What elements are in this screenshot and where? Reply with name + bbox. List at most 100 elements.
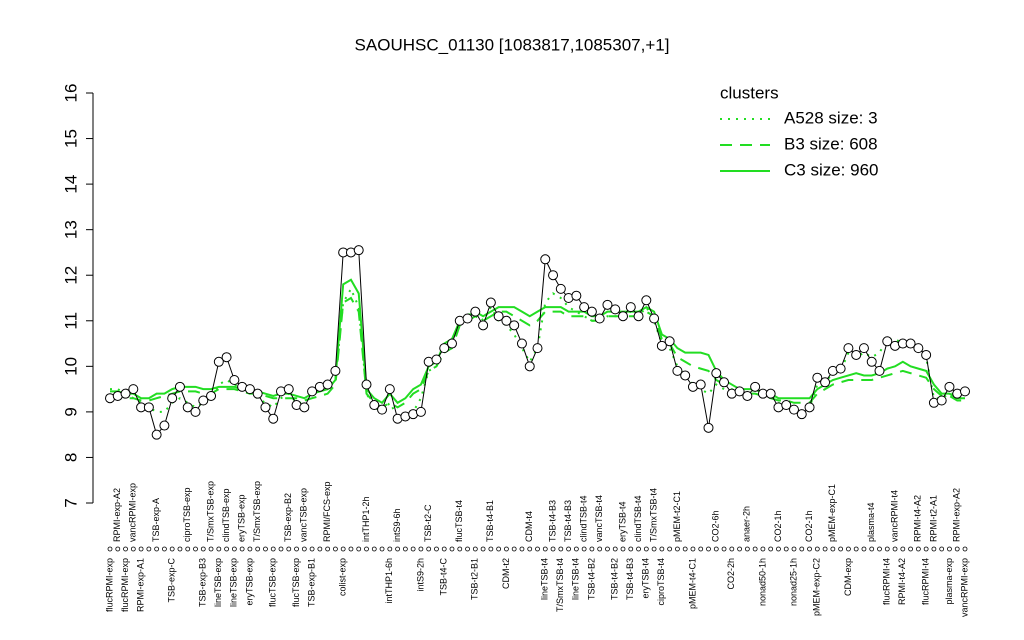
data-point — [789, 404, 799, 415]
x-tick-label: TSB-t2-C — [423, 504, 433, 542]
sample-dot — [853, 546, 859, 552]
sample-dot — [768, 546, 774, 552]
sample-dot — [962, 546, 968, 552]
sample-dot — [395, 546, 400, 552]
data-point — [796, 409, 807, 420]
data-point — [128, 384, 139, 395]
x-tick-label: clindTSB-t4 — [633, 495, 643, 542]
sample-dot — [340, 546, 346, 552]
sample-dot — [713, 546, 719, 552]
sample-dot — [744, 546, 750, 552]
data-point — [625, 302, 636, 313]
data-point — [307, 386, 318, 397]
x-tick-label: T/SmxTSB-t4 — [555, 558, 565, 612]
data-point — [268, 413, 279, 424]
sample-dot — [263, 546, 268, 552]
x-tick-label: pMEM-t4-C1 — [687, 558, 697, 609]
y-tick-label: 8 — [61, 453, 80, 462]
sample-dot — [146, 546, 152, 552]
y-tick-label: 10 — [61, 357, 80, 376]
sample-dot — [682, 546, 688, 552]
x-tick-label: flucRPMI-t4 — [921, 558, 931, 605]
data-point — [641, 295, 652, 306]
data-point — [260, 402, 271, 413]
sample-dot — [115, 546, 121, 552]
sample-dot — [760, 546, 766, 552]
x-tick-label: TSB-exp-A — [151, 498, 161, 542]
x-tick-label: pMEM-t2-C1 — [672, 491, 682, 542]
data-point — [703, 422, 714, 433]
data-line — [109, 249, 966, 436]
data-point — [913, 343, 924, 354]
x-tick-label: TSB-t4-B2 — [586, 558, 596, 600]
sample-dot — [900, 546, 906, 552]
sample-dot — [185, 546, 191, 552]
sample-dot — [783, 546, 789, 552]
sample-dot — [278, 546, 284, 552]
data-point — [586, 306, 597, 317]
x-tick-label: nonad50-1h — [757, 558, 767, 606]
data-point — [548, 270, 559, 281]
data-point — [377, 404, 388, 415]
data-point — [610, 304, 621, 315]
data-point — [516, 338, 527, 349]
data-point — [936, 395, 947, 406]
x-tick-label: RPMI/FCS-exp — [322, 481, 332, 542]
x-tick-label: eryTSB-t4 — [617, 501, 627, 542]
x-tick-label: TSB-t4-B3 — [547, 500, 557, 542]
data-point — [299, 402, 310, 413]
sample-dot — [418, 546, 424, 552]
data-point — [711, 368, 722, 379]
data-point — [944, 381, 955, 392]
data-point — [960, 386, 970, 397]
sample-dot — [387, 546, 393, 552]
x-tick-label: flucRPMI-exp — [120, 558, 130, 612]
data-point — [571, 290, 582, 301]
x-tick-label: RPMI-t4-A2 — [897, 558, 907, 605]
sample-dot — [511, 546, 517, 552]
data-point — [330, 365, 341, 376]
data-point — [594, 313, 605, 324]
sample-dot — [690, 546, 696, 552]
data-point — [680, 370, 691, 381]
sample-dot — [612, 546, 618, 552]
data-point — [719, 377, 730, 388]
data-point — [695, 379, 706, 390]
sample-dot — [628, 546, 634, 552]
sample-dot — [915, 546, 921, 552]
x-tick-label: CO2-1h — [773, 510, 783, 542]
sample-dot — [333, 546, 338, 552]
data-point — [229, 375, 240, 385]
sample-dot — [426, 546, 432, 552]
sample-dot — [651, 546, 657, 552]
data-point — [804, 402, 815, 413]
sample-dot — [861, 546, 867, 552]
x-tick-label: plasma-exp — [944, 558, 954, 605]
cluster-line — [110, 296, 965, 409]
x-tick-label: intTHP1-6h — [384, 558, 394, 604]
sample-dot — [364, 546, 369, 552]
sample-dot — [643, 546, 649, 552]
data-point — [734, 386, 745, 397]
sample-dot — [465, 546, 470, 552]
x-tick-label: TSB-t4-B3 — [563, 500, 573, 542]
sample-dot — [822, 546, 828, 552]
sample-dot — [371, 546, 377, 552]
data-point — [198, 395, 209, 406]
sample-dot — [706, 546, 711, 552]
x-tick-label: CDM-exp — [843, 558, 853, 596]
data-point — [843, 343, 854, 354]
x-tick-label: anaer-2h — [742, 506, 752, 542]
x-tick-label: TSB-t4-B3 — [625, 558, 635, 600]
data-point — [874, 365, 885, 376]
x-tick-label: eryTSB-t4 — [641, 558, 651, 599]
x-tick-label: TSB-exp-B1 — [306, 558, 316, 607]
sample-dot — [480, 546, 486, 552]
sample-dot — [154, 546, 160, 552]
sample-dot — [130, 546, 136, 552]
data-point — [439, 343, 450, 354]
sample-dot — [675, 546, 680, 552]
data-point — [384, 384, 395, 395]
data-point — [555, 283, 566, 294]
